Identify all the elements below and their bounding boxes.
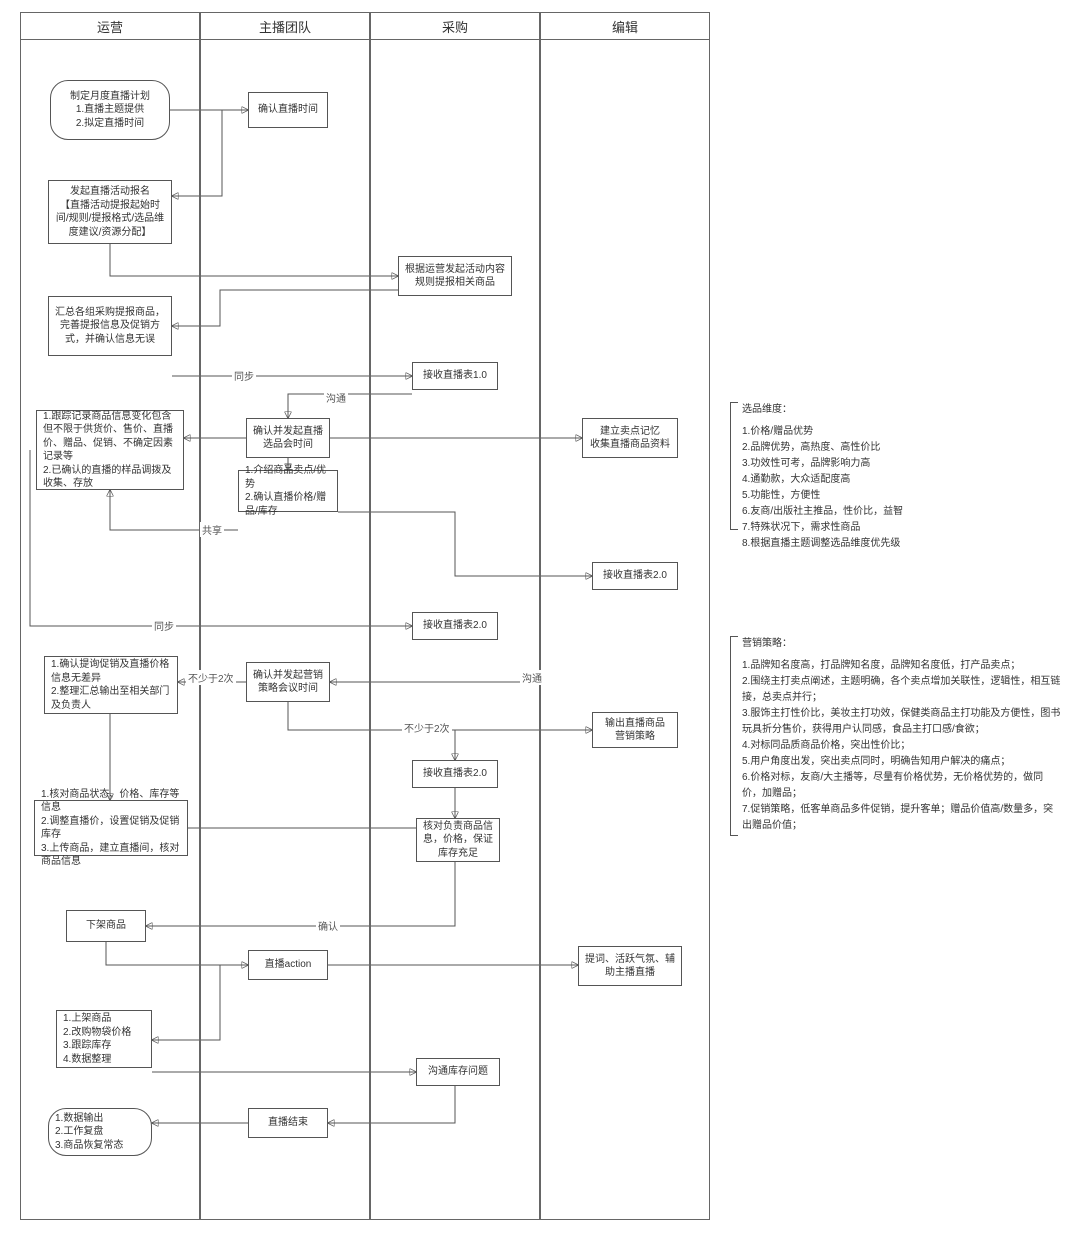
edge-label: 不少于2次 bbox=[402, 720, 452, 735]
node-n_track: 1.跟踪记录商品信息变化包含但不限于供货价、售价、直播价、赠品、促销、不确定因素… bbox=[36, 410, 184, 490]
node-n_onshelf: 1.上架商品2.改购物袋价格3.跟踪库存4.数据整理 bbox=[56, 1010, 152, 1068]
node-n_recv20c: 接收直播表2.0 bbox=[412, 760, 498, 788]
node-n_sync2: 1.确认提询促销及直播价格信息无差异2.整理汇总输出至相关部门及负责人 bbox=[44, 656, 178, 714]
node-n_strategy: 输出直播商品营销策略 bbox=[592, 712, 678, 748]
node-n_output: 1.数据输出2.工作复盘3.商品恢复常态 bbox=[48, 1108, 152, 1156]
lane-header-host: 主播团队 bbox=[200, 12, 370, 40]
node-n_end: 直播结束 bbox=[248, 1108, 328, 1138]
node-n_offshelf: 下架商品 bbox=[66, 910, 146, 942]
edge-label: 沟通 bbox=[520, 670, 544, 685]
node-n_sellpt: 建立卖点记忆收集直播商品资料 bbox=[582, 418, 678, 458]
node-n_check_stock: 核对负责商品信息，价格，保证库存充足 bbox=[416, 818, 500, 862]
node-n_stockq: 沟通库存问题 bbox=[416, 1058, 500, 1086]
node-n_action: 直播action bbox=[248, 950, 328, 980]
node-n_submit_goods: 根据运营发起活动内容规则提报相关商品 bbox=[398, 256, 512, 296]
annotation-text-a_sel: 选品维度：1.价格/赠品优势2.品牌优势，高热度、高性价比3.功效性可考，品牌影… bbox=[742, 402, 1062, 552]
node-n_sel_meeting: 确认并发起直播选品会时间 bbox=[246, 418, 330, 458]
node-n_recv10: 接收直播表1.0 bbox=[412, 362, 498, 390]
lane-header-edit: 编辑 bbox=[540, 12, 710, 40]
lane-body-host bbox=[200, 40, 370, 1220]
node-n_recv20a: 接收直播表2.0 bbox=[592, 562, 678, 590]
node-n_signup: 发起直播活动报名【直播活动提报起始时间/规则/提报格式/选品维度建议/资源分配】 bbox=[48, 180, 172, 244]
edge-label: 同步 bbox=[232, 368, 256, 383]
annotation-bracket-a_sel bbox=[730, 402, 738, 530]
node-n_confirm_time: 确认直播时间 bbox=[248, 92, 328, 128]
lane-body-edit bbox=[540, 40, 710, 1220]
edge-label: 同步 bbox=[152, 618, 176, 633]
lane-header-proc: 采购 bbox=[370, 12, 540, 40]
node-n_intro: 1.介绍商品卖点/优势2.确认直播价格/赠品/库存 bbox=[238, 470, 338, 512]
annotation-bracket-a_mkt bbox=[730, 636, 738, 836]
node-n_collect: 汇总各组采购提报商品，完善提报信息及促销方式，并确认信息无误 bbox=[48, 296, 172, 356]
node-n_assist: 提词、活跃气氛、辅助主播直播 bbox=[578, 946, 682, 986]
edge-label: 不少于2次 bbox=[186, 670, 236, 685]
node-n_verify: 1.核对商品状态、价格、库存等信息2.调整直播价，设置促销及促销库存3.上传商品… bbox=[34, 800, 188, 856]
node-n_mkt_meeting: 确认并发起营销策略会议时间 bbox=[246, 662, 330, 702]
annotation-text-a_mkt: 营销策略：1.品牌知名度高，打品牌知名度，品牌知名度低，打产品卖点；2.围绕主打… bbox=[742, 636, 1062, 834]
node-n_plan: 制定月度直播计划1.直播主题提供2.拟定直播时间 bbox=[50, 80, 170, 140]
lane-header-ops: 运营 bbox=[20, 12, 200, 40]
edge-label: 共享 bbox=[200, 522, 224, 537]
swimlane-diagram: 运营主播团队采购编辑制定月度直播计划1.直播主题提供2.拟定直播时间 确认直播时间… bbox=[0, 0, 1080, 1233]
edge-label: 确认 bbox=[316, 918, 340, 933]
node-n_recv20b: 接收直播表2.0 bbox=[412, 612, 498, 640]
edge-label: 沟通 bbox=[324, 390, 348, 405]
